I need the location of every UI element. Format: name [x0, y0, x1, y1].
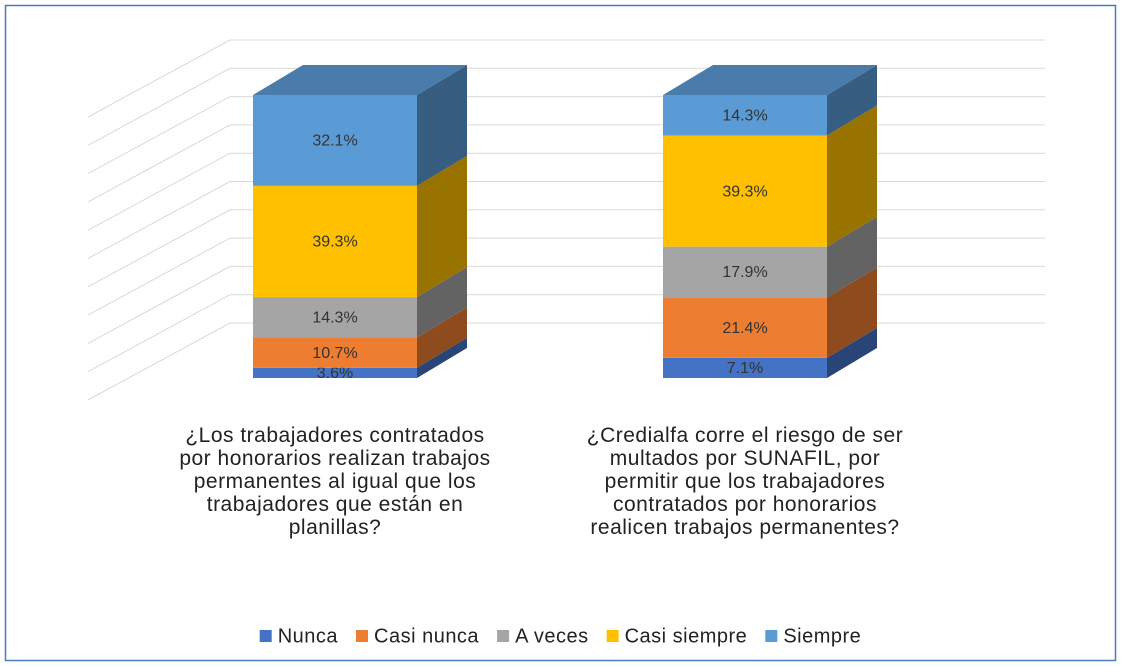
grid-line: [87, 96, 1045, 175]
bar-segment: [253, 337, 467, 378]
bar-top: [663, 65, 877, 95]
data-label: 39.3%: [312, 234, 357, 251]
grid-line: [87, 237, 1045, 316]
data-label: 3.6%: [317, 365, 353, 382]
bar-side: [827, 65, 877, 136]
bar-side: [417, 267, 467, 338]
category-label: ¿Los trabajadores contratados por honora…: [179, 424, 491, 539]
legend-label: A veces: [515, 625, 589, 647]
grid-line: [87, 209, 1045, 288]
bar-front: [663, 357, 827, 378]
legend-swatch: [765, 630, 778, 642]
bar-segment: [663, 105, 877, 247]
bar-front: [253, 185, 417, 298]
data-label: 7.1%: [727, 360, 763, 377]
bar-side: [417, 65, 467, 186]
grid-line: [87, 322, 1045, 401]
data-label: 21.4%: [722, 320, 767, 337]
chart-frame: [4, 4, 1117, 662]
legend-swatch: [259, 630, 272, 642]
legend: Nunca Casi nunca A veces Casi siempre Siempr…: [259, 625, 861, 647]
grid-line: [87, 294, 1045, 373]
bar-side: [827, 216, 877, 298]
bar-segment: [253, 155, 467, 298]
legend-label: Casi siempre: [625, 625, 748, 647]
bar-front: [253, 297, 417, 338]
bar-front: [253, 95, 417, 186]
bar-front: [663, 135, 827, 247]
data-label: 32.1%: [312, 133, 357, 150]
data-label: 10.7%: [312, 345, 357, 362]
bar-segment: [253, 65, 467, 186]
bar-side: [827, 267, 877, 358]
data-label: 14.3%: [722, 107, 767, 124]
data-label: 14.3%: [312, 310, 357, 327]
bar-side: [827, 327, 877, 378]
legend-swatch: [497, 630, 510, 642]
bar-segment: [663, 216, 877, 298]
data-label: 39.3%: [722, 183, 767, 200]
bar-side: [827, 105, 877, 247]
grid-line: [87, 152, 1045, 231]
bar-segment: [253, 307, 467, 368]
grid-line: [87, 39, 1045, 118]
bar-segment: [663, 327, 877, 378]
grid-line: [87, 67, 1045, 146]
bar-front: [663, 297, 827, 358]
bar-segment: [663, 267, 877, 358]
legend-label: Siempre: [783, 625, 861, 647]
data-label: 17.9%: [722, 264, 767, 281]
bar-front: [253, 367, 417, 378]
bar-side: [417, 337, 467, 378]
bar-segment: [663, 65, 877, 136]
legend-label: Nunca: [278, 625, 339, 647]
grid-line: [87, 181, 1045, 259]
bar-segment: [253, 267, 467, 338]
category-label: ¿Credialfa corre el riesgo de ser multad…: [586, 424, 904, 539]
bar-side: [417, 155, 467, 298]
bar-front: [663, 95, 827, 136]
grid-line: [87, 265, 1045, 344]
legend-label: Casi nunca: [374, 625, 479, 647]
bar-front: [253, 337, 417, 368]
legend-swatch: [356, 630, 369, 642]
bar-top: [253, 65, 467, 95]
grid-line: [87, 124, 1045, 203]
legend-swatch: [606, 630, 619, 642]
bar-side: [417, 307, 467, 368]
bar-front: [663, 246, 827, 298]
